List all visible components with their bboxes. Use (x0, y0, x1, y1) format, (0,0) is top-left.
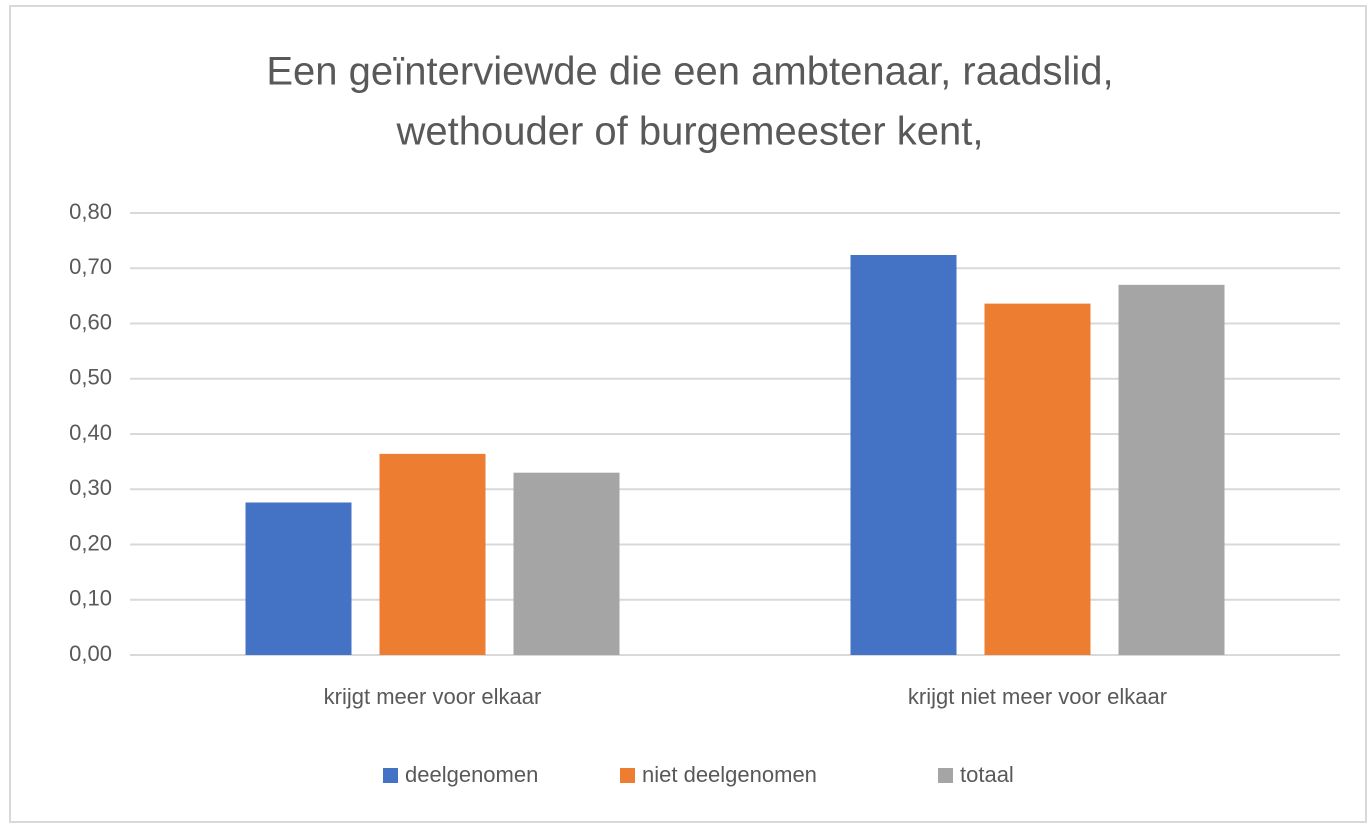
bar (379, 453, 486, 655)
legend-label: deelgenomen (405, 762, 538, 787)
legend-swatch (383, 768, 398, 783)
y-tick-label: 0,50 (69, 365, 112, 390)
y-tick-label: 0,70 (69, 254, 112, 279)
chart-title: wethouder of burgemeester kent, (395, 110, 983, 154)
bar (984, 303, 1091, 655)
y-tick-label: 0,60 (69, 309, 112, 334)
legend-swatch (938, 768, 953, 783)
y-tick-label: 0,30 (69, 475, 112, 500)
y-tick-label: 0,00 (69, 641, 112, 666)
y-tick-label: 0,10 (69, 586, 112, 611)
bar (245, 502, 352, 655)
x-tick-label: krijgt niet meer voor elkaar (908, 684, 1167, 709)
legend-label: niet deelgenomen (642, 762, 817, 787)
y-tick-label: 0,80 (69, 199, 112, 224)
y-tick-label: 0,40 (69, 420, 112, 445)
x-tick-label: krijgt meer voor elkaar (324, 684, 542, 709)
bar (850, 254, 957, 656)
legend-swatch (620, 768, 635, 783)
y-tick-label: 0,20 (69, 530, 112, 555)
bar (1118, 284, 1225, 655)
legend-label: totaal (960, 762, 1014, 787)
bar (513, 472, 620, 655)
chart-title: Een geïnterviewde die een ambtenaar, raa… (266, 50, 1113, 94)
